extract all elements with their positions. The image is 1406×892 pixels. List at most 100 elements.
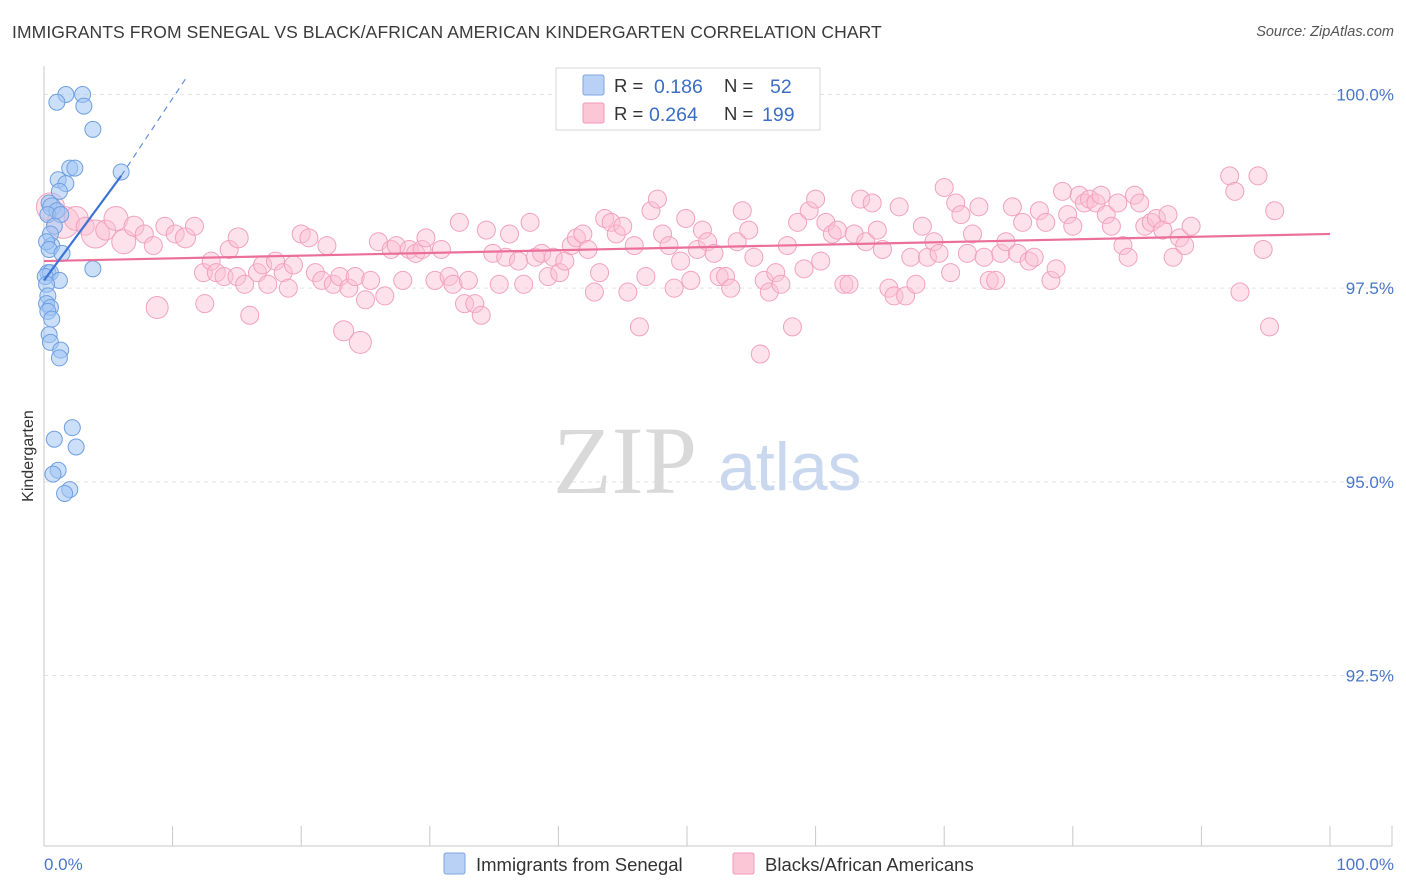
data-point-blacks-african-americans bbox=[393, 270, 413, 290]
data-point-blacks-african-americans bbox=[872, 239, 892, 259]
data-point-blacks-african-americans bbox=[227, 227, 249, 249]
data-point-blacks-african-americans bbox=[471, 305, 491, 325]
data-point-blacks-african-americans bbox=[816, 212, 836, 232]
y-tick-label: 95.0% bbox=[1346, 473, 1394, 492]
data-point-blacks-african-americans bbox=[509, 251, 529, 271]
data-point-blacks-african-americans bbox=[750, 344, 770, 364]
data-point-blacks-african-americans bbox=[476, 220, 496, 240]
data-point-blacks-african-americans bbox=[219, 239, 239, 259]
data-point-immigrants-from-senegal bbox=[48, 93, 66, 111]
data-point-blacks-african-americans bbox=[80, 219, 110, 249]
x-tick-label-max: 100.0% bbox=[1336, 855, 1394, 874]
data-point-blacks-african-americans bbox=[345, 267, 365, 287]
data-point-blacks-african-americans bbox=[520, 212, 540, 232]
data-point-blacks-african-americans bbox=[1041, 270, 1061, 290]
data-point-blacks-african-americans bbox=[862, 193, 882, 213]
data-point-blacks-african-americans bbox=[822, 224, 842, 244]
data-point-blacks-african-americans bbox=[659, 236, 679, 256]
data-point-blacks-african-americans bbox=[1230, 282, 1250, 302]
data-point-blacks-african-americans bbox=[1225, 181, 1245, 201]
data-point-blacks-african-americans bbox=[1130, 193, 1150, 213]
data-point-blacks-african-americans bbox=[704, 243, 724, 263]
data-point-blacks-african-americans bbox=[312, 270, 332, 290]
data-point-blacks-african-americans bbox=[195, 294, 215, 314]
data-point-blacks-african-americans bbox=[449, 212, 469, 232]
watermark-zip: ZIP bbox=[553, 407, 697, 514]
stats-legend: R = 0.186 N = 52 R = 0.264 N = 199 bbox=[555, 67, 821, 131]
data-point-blacks-african-americans bbox=[709, 267, 729, 287]
data-point-blacks-african-americans bbox=[806, 189, 826, 209]
data-point-blacks-african-americans bbox=[483, 243, 503, 263]
series-legend: Immigrants from Senegal Blacks/African A… bbox=[443, 852, 974, 875]
data-point-blacks-african-americans bbox=[465, 294, 485, 314]
data-point-immigrants-from-senegal bbox=[56, 484, 74, 502]
data-point-immigrants-from-senegal bbox=[63, 419, 81, 437]
data-point-blacks-african-americans bbox=[771, 274, 791, 294]
data-point-blacks-african-americans bbox=[496, 247, 516, 267]
data-point-blacks-african-americans bbox=[811, 251, 831, 271]
data-point-immigrants-from-senegal bbox=[84, 120, 102, 138]
bottom-legend-label-senegal: Immigrants from Senegal bbox=[476, 854, 683, 875]
data-point-blacks-african-americans bbox=[443, 274, 463, 294]
data-point-blacks-african-americans bbox=[1253, 239, 1273, 259]
y-tick-label: 100.0% bbox=[1336, 85, 1394, 104]
data-point-blacks-african-americans bbox=[1220, 166, 1240, 186]
data-point-blacks-african-americans bbox=[431, 239, 451, 259]
data-point-blacks-african-americans bbox=[613, 216, 633, 236]
data-point-blacks-african-americans bbox=[283, 255, 303, 275]
legend-n-label-black: N = bbox=[724, 103, 753, 124]
data-point-blacks-african-americans bbox=[851, 189, 871, 209]
data-point-blacks-african-americans bbox=[962, 224, 982, 244]
trend-lines bbox=[43, 78, 1331, 282]
data-point-blacks-african-americans bbox=[681, 270, 701, 290]
data-point-blacks-african-americans bbox=[258, 274, 278, 294]
data-point-blacks-african-americans bbox=[123, 215, 145, 237]
data-point-blacks-african-americans bbox=[333, 320, 355, 342]
data-point-blacks-african-americans bbox=[676, 208, 696, 228]
data-point-blacks-african-americans bbox=[827, 220, 847, 240]
data-point-blacks-african-americans bbox=[1002, 197, 1022, 217]
data-point-blacks-african-americans bbox=[941, 263, 961, 283]
data-point-blacks-african-americans bbox=[636, 267, 656, 287]
data-point-blacks-african-americans bbox=[732, 201, 752, 221]
data-point-blacks-african-americans bbox=[235, 274, 255, 294]
data-point-blacks-african-americans bbox=[532, 243, 552, 263]
data-point-immigrants-from-senegal bbox=[112, 163, 130, 181]
data-point-blacks-african-americans bbox=[155, 216, 175, 236]
legend-r-label-senegal: R = bbox=[614, 75, 643, 96]
data-point-blacks-african-americans bbox=[974, 247, 994, 267]
legend-r-value-senegal: 0.186 bbox=[654, 76, 703, 98]
data-point-blacks-african-americans bbox=[606, 224, 626, 244]
data-point-blacks-african-americans bbox=[550, 263, 570, 283]
data-point-blacks-african-americans bbox=[618, 282, 638, 302]
data-point-blacks-african-americans bbox=[1265, 201, 1285, 221]
data-point-blacks-african-americans bbox=[839, 274, 859, 294]
data-point-blacks-african-americans bbox=[1153, 220, 1173, 240]
y-tick-label: 97.5% bbox=[1346, 279, 1394, 298]
data-point-immigrants-from-senegal bbox=[44, 465, 62, 483]
data-point-blacks-african-americans bbox=[339, 278, 359, 298]
data-point-blacks-african-americans bbox=[951, 205, 971, 225]
series-blacks-african-americans-points bbox=[35, 166, 1285, 364]
x-tick-label-min: 0.0% bbox=[44, 855, 83, 874]
data-point-blacks-african-americans bbox=[716, 267, 736, 287]
bottom-legend-swatch-black bbox=[732, 852, 755, 875]
chart-title: IMMIGRANTS FROM SENEGAL VS BLACK/AFRICAN… bbox=[12, 22, 882, 42]
data-point-blacks-african-americans bbox=[227, 267, 247, 287]
data-point-blacks-african-americans bbox=[573, 224, 593, 244]
data-point-blacks-african-americans bbox=[1074, 193, 1094, 213]
trend-line-immigrants-from-senegal bbox=[43, 175, 123, 282]
data-point-blacks-african-americans bbox=[500, 224, 520, 244]
data-point-immigrants-from-senegal bbox=[50, 349, 68, 367]
data-point-blacks-african-americans bbox=[946, 193, 966, 213]
data-point-blacks-african-americans bbox=[356, 290, 375, 310]
data-point-blacks-african-americans bbox=[744, 247, 764, 267]
data-point-blacks-african-americans bbox=[912, 216, 932, 236]
data-point-blacks-african-americans bbox=[348, 330, 372, 354]
data-point-blacks-african-americans bbox=[1141, 212, 1161, 232]
data-point-blacks-african-americans bbox=[901, 247, 921, 267]
y-axis-tick-labels: 100.0% 97.5% 95.0% 92.5% bbox=[1336, 85, 1394, 685]
data-point-blacks-african-americans bbox=[1063, 216, 1083, 236]
data-point-immigrants-from-senegal bbox=[67, 438, 85, 456]
data-point-blacks-african-americans bbox=[641, 201, 661, 221]
